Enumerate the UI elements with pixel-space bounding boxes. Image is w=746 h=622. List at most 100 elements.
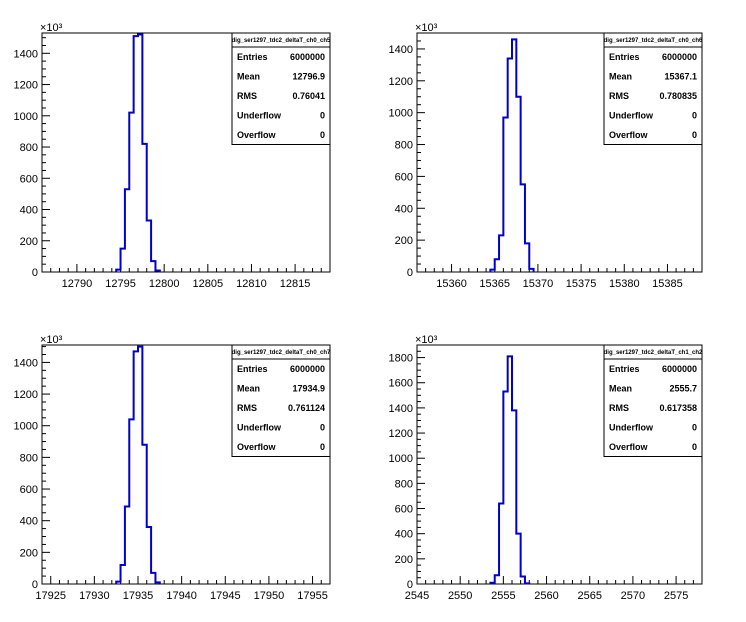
histogram-bin xyxy=(147,527,151,584)
x-tick-label: 17950 xyxy=(254,590,285,602)
stats-label: Overflow xyxy=(237,130,277,140)
histogram-bin xyxy=(503,117,507,272)
x-tick-label: 2560 xyxy=(534,590,558,602)
histogram-bin xyxy=(525,243,529,272)
histogram-bin xyxy=(129,419,133,584)
x-tick-label: 12795 xyxy=(105,278,136,290)
stats-title: dig_ser1297_tdc2_deltaT_ch0_ch7 xyxy=(232,350,331,356)
x-axis: 17925 17930 17935 17940 17945 17950 17955 xyxy=(35,576,331,602)
y-tick-label: 400 xyxy=(395,203,413,215)
y-tick-label: 400 xyxy=(20,516,38,528)
histogram-panel-2: 15360 15365 15370 15375 15380 15385 0 200 400 600… xyxy=(389,22,704,290)
histogram-outline xyxy=(489,355,531,585)
stats-label: Overflow xyxy=(609,442,649,452)
stats-label: Mean xyxy=(609,72,632,82)
stats-box-frame xyxy=(603,344,703,457)
histogram-bin xyxy=(155,582,159,584)
histogram-panel-1: 12790 12795 12800 12805 12810 12815 0 200 400 600… xyxy=(14,22,332,290)
stats-box-frame xyxy=(231,344,331,457)
histogram-bin xyxy=(512,410,516,584)
y-tick-label: 800 xyxy=(20,142,38,154)
x-tick-label: 17955 xyxy=(297,590,328,602)
histogram-bin xyxy=(490,270,494,272)
stats-label: RMS xyxy=(609,91,629,101)
y-tick-label: 600 xyxy=(395,504,413,516)
x-tick-label: 2555 xyxy=(491,590,515,602)
y-tick-label: 0 xyxy=(407,267,413,279)
y-tick-label: 1200 xyxy=(14,80,38,92)
stats-value: 0 xyxy=(320,130,325,140)
stats-value: 17934.9 xyxy=(292,384,325,394)
stats-label: Mean xyxy=(609,384,632,394)
histogram-outline xyxy=(115,33,161,272)
x-axis: 15360 15365 15370 15375 15380 15385 xyxy=(416,264,703,290)
histogram-bin xyxy=(508,356,512,584)
y-tick-label: 600 xyxy=(395,171,413,183)
histogram-series xyxy=(489,355,531,585)
x-tick-label: 15370 xyxy=(523,278,554,290)
histogram-bin xyxy=(529,269,533,272)
stats-value: 6000000 xyxy=(290,364,325,374)
stats-box: dig_ser1297_tdc2_deltaT_ch0_ch7 Entries 60… xyxy=(231,344,331,457)
histogram-bin xyxy=(499,503,503,584)
histogram-series xyxy=(489,38,535,272)
x-tick-label: 12805 xyxy=(193,278,224,290)
stats-label: Mean xyxy=(237,384,260,394)
stats-value: 6000000 xyxy=(290,52,325,62)
y-tick-label: 0 xyxy=(32,579,38,591)
y-tick-label: 1800 xyxy=(389,353,413,365)
histogram-bin xyxy=(516,534,520,584)
y-tick-label: 0 xyxy=(32,267,38,279)
y-tick-label: 1000 xyxy=(14,111,38,123)
y-tick-label: 1000 xyxy=(14,421,38,433)
y-tick-label: 1600 xyxy=(389,378,413,390)
histogram-bin xyxy=(151,573,155,584)
x-tick-label: 17925 xyxy=(35,590,66,602)
x-axis: 2545 2550 2555 2560 2565 2570 2575 xyxy=(405,576,703,602)
x-tick-label: 15365 xyxy=(479,278,510,290)
histogram-bin xyxy=(151,261,155,272)
histogram-panel-3: 17925 17930 17935 17940 17945 17950 17955 0 200 4… xyxy=(14,334,332,602)
histogram-bin xyxy=(121,565,125,584)
y-axis: 0 200 400 600 800 1000 1200 1400 1600 1800×10³ xyxy=(389,334,438,591)
stats-label: RMS xyxy=(237,403,257,413)
y-tick-label: 800 xyxy=(395,140,413,152)
x-tick-label: 2565 xyxy=(577,590,601,602)
stats-value: 0 xyxy=(320,111,325,121)
stats-box-frame xyxy=(603,32,703,145)
stats-value: 0.76041 xyxy=(292,91,325,101)
y-axis: 0 200 400 600 800 1000 1200 1400×10³ xyxy=(389,22,438,279)
stats-label: Mean xyxy=(237,72,260,82)
y-tick-label: 1200 xyxy=(14,389,38,401)
stats-value: 0.761124 xyxy=(288,403,325,413)
x-tick-label: 2570 xyxy=(621,590,645,602)
stats-label: RMS xyxy=(609,403,629,413)
stats-value: 0.617358 xyxy=(659,403,697,413)
x-tick-label: 15385 xyxy=(652,278,683,290)
x-tick-label: 2550 xyxy=(448,590,472,602)
y-tick-label: 200 xyxy=(395,554,413,566)
histogram-bin xyxy=(490,583,494,584)
stats-label: Entries xyxy=(237,52,268,62)
x-tick-label: 12815 xyxy=(280,278,311,290)
y-tick-label: 1200 xyxy=(389,76,413,88)
x-tick-label: 12800 xyxy=(149,278,180,290)
histogram-bin xyxy=(134,351,138,584)
histogram-bin xyxy=(116,582,120,584)
histogram-outline xyxy=(489,38,535,272)
stats-label: Underflow xyxy=(609,423,654,433)
x-tick-label: 2575 xyxy=(664,590,688,602)
plot-frame xyxy=(41,344,331,585)
x-tick-label: 12790 xyxy=(62,278,93,290)
stats-value: 6000000 xyxy=(662,52,697,62)
stats-value: 0 xyxy=(692,111,697,121)
y-axis-multiplier: ×10³ xyxy=(40,334,63,346)
histogram-outline xyxy=(115,345,161,584)
histogram-bin xyxy=(116,270,120,272)
y-tick-label: 600 xyxy=(20,173,38,185)
x-tick-label: 17935 xyxy=(123,590,154,602)
histogram-bin xyxy=(495,575,499,584)
histogram-bin xyxy=(155,270,159,272)
histogram-bin xyxy=(129,113,133,272)
stats-label: Overflow xyxy=(237,442,277,452)
